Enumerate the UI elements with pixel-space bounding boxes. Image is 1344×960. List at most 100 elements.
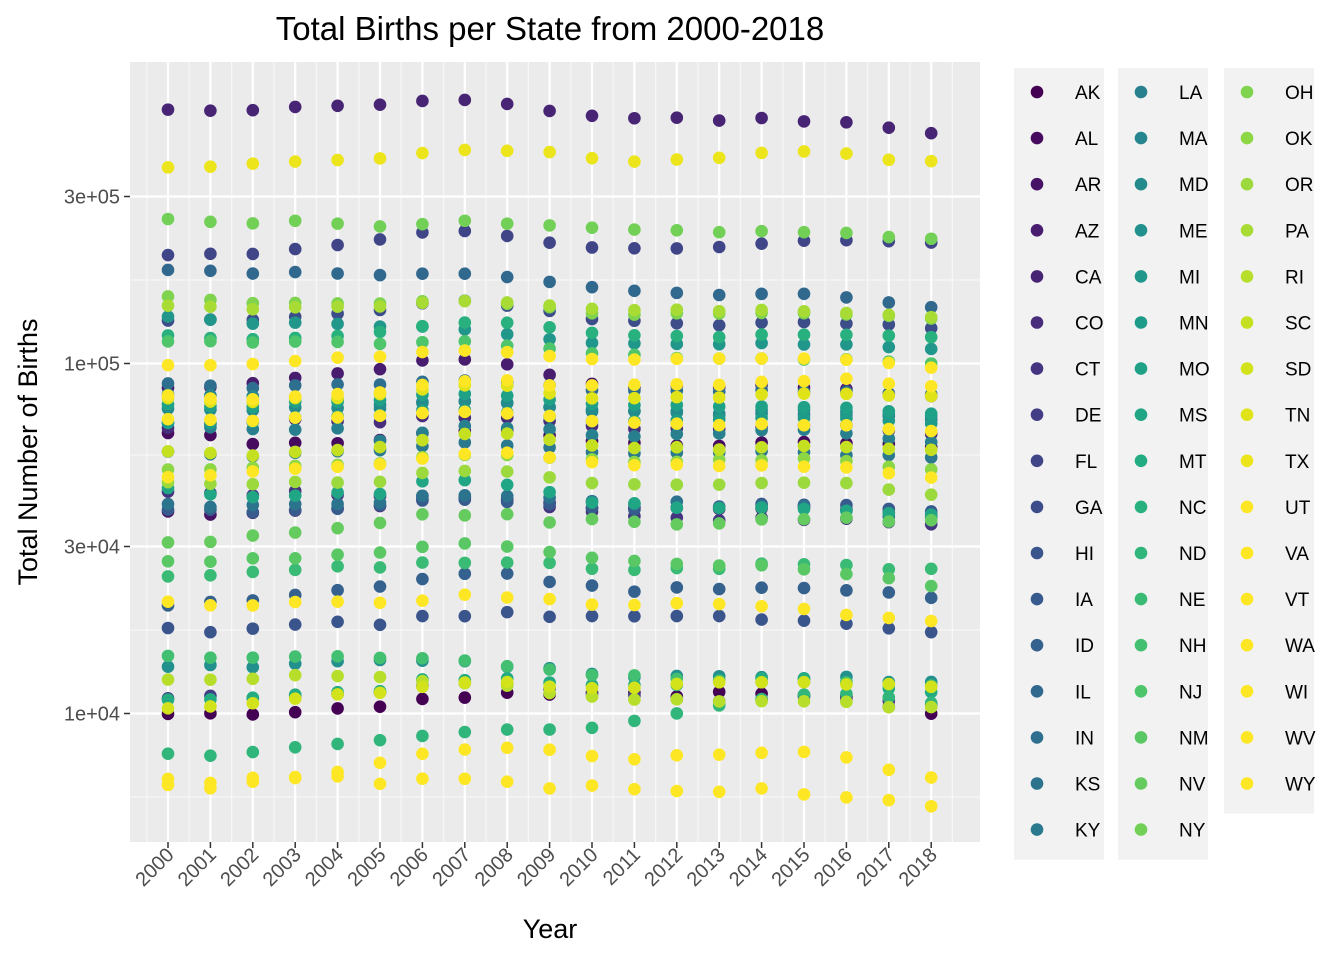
legend-key-md [1134,177,1148,191]
point-wi [712,418,726,432]
point-va [331,351,344,364]
point-wy [288,771,302,785]
point-ny [331,217,344,230]
x-tick-label: 2005 [344,844,391,891]
point-pa [840,306,853,320]
legend-label-vt: VT [1285,590,1310,611]
point-sc [840,440,853,454]
point-ri [204,673,217,686]
point-nv [670,518,684,531]
legend-label-me: ME [1179,221,1208,242]
point-nv [840,511,853,525]
point-il [628,284,641,298]
point-ny [585,221,599,234]
point-ms [204,488,217,501]
point-tn [670,390,684,404]
point-wy [331,765,344,779]
point-sc [628,441,641,455]
point-id [882,586,896,599]
point-ks [373,496,387,509]
point-ny [161,212,175,226]
point-nm [500,540,514,553]
point-ca [670,111,684,125]
point-ca [458,93,472,107]
point-nj [416,335,429,349]
point-ms [755,501,768,514]
legend-key-nv [1134,777,1148,790]
point-ak [331,702,344,715]
legend-key-ia [1030,592,1044,606]
point-nc [628,328,641,342]
legend-label-tn: TN [1285,406,1310,427]
legend-label-va: VA [1285,544,1309,565]
point-or [458,464,472,478]
point-or [585,476,599,490]
legend-key-sd [1240,362,1254,375]
legend-key-ms [1134,408,1148,422]
point-wy [585,749,599,763]
legend-key-tx [1240,454,1254,468]
point-wy [712,748,726,761]
point-nm [416,540,429,554]
point-sd [755,675,768,689]
point-id [373,580,387,593]
point-ny [840,226,853,240]
point-pa [797,304,811,318]
legend-key-hi [1030,546,1044,560]
point-wy [840,751,853,764]
point-nc [924,330,938,344]
x-tick-label: 2008 [471,844,518,891]
point-nh [288,650,302,663]
point-sc [161,445,175,458]
point-pa [712,304,726,318]
point-nm [458,537,472,550]
point-nv [161,536,175,549]
legend-key-la [1134,85,1148,99]
point-ca [585,109,599,123]
point-wy [924,771,938,784]
legend-key-ar [1030,177,1044,191]
legend-label-ny: NY [1179,821,1206,842]
point-wy [500,741,514,755]
point-vt [416,772,429,786]
point-sc [670,440,684,454]
point-wv [924,614,938,628]
legend-label-ri: RI [1285,267,1304,288]
point-nh [416,651,429,665]
point-ak [373,700,387,713]
chart-title: Total Births per State from 2000-2018 [276,10,824,47]
point-wa [416,378,429,392]
point-ne [924,562,938,576]
legend-key-ne [1134,592,1148,606]
point-ri [712,695,726,708]
point-nm [882,571,896,585]
point-mi [585,336,599,350]
point-fl [543,236,556,249]
legend-label-nd: ND [1179,544,1206,565]
point-nm [288,551,302,565]
point-wa [204,392,217,405]
point-va [161,358,175,372]
point-wv [204,599,217,612]
point-ut [246,465,260,478]
point-hi [204,625,217,639]
point-or [331,476,344,489]
point-wa [670,378,684,391]
legend-label-de: DE [1075,406,1101,427]
x-tick-label: 2007 [428,844,475,891]
point-vt [628,782,641,796]
point-sc [331,443,344,457]
legend-key-ny [1134,823,1148,836]
x-tick-label: 2014 [725,844,772,891]
point-va [246,357,260,371]
legend-key-ma [1134,131,1148,145]
point-wi [500,407,514,420]
point-wv [458,588,472,601]
point-ny [204,215,217,229]
point-hi [246,622,260,635]
point-pa [331,300,344,313]
point-nc [458,316,472,329]
point-sd [924,680,938,694]
point-nv [543,516,556,529]
point-nh [500,659,514,673]
